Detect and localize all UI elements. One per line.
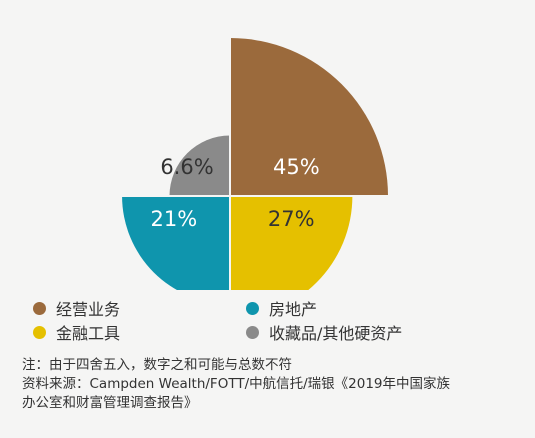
data-label-financial-instruments: 27% xyxy=(268,207,315,231)
slice-real-estate xyxy=(122,196,230,290)
legend-item-collectibles: 收藏品/其他硬资产 xyxy=(246,320,402,344)
data-label-collectibles: 6.6% xyxy=(160,155,213,179)
source-note-line-2: 办公室和财富管理调查报告》 xyxy=(22,395,198,411)
legend-item-real-estate: 房地产 xyxy=(246,296,317,320)
legend-label: 房地产 xyxy=(269,300,318,319)
legend-label: 经营业务 xyxy=(56,300,121,319)
chart-notes: 注：由于四舍五入，数字之和可能与总数不符 资料来源：Campden Wealth… xyxy=(22,356,522,413)
legend-item-operating-business: 经营业务 xyxy=(33,296,120,320)
legend-label: 金融工具 xyxy=(56,324,121,343)
slice-operating-business xyxy=(230,38,388,196)
chart-legend: 经营业务 房地产 金融工具 收藏品/其他硬资产 xyxy=(0,292,535,352)
polar-area-chart: 45% 27% 21% 6.6% xyxy=(122,38,388,290)
slice-financial-instruments xyxy=(230,196,353,290)
legend-dot-icon xyxy=(246,301,259,315)
legend-dot-icon xyxy=(33,325,46,339)
legend-dot-icon xyxy=(33,301,46,315)
rounding-note: 注：由于四舍五入，数字之和可能与总数不符 xyxy=(22,357,292,373)
legend-label: 收藏品/其他硬资产 xyxy=(269,324,403,343)
data-label-real-estate: 21% xyxy=(151,207,198,231)
slice-collectibles xyxy=(169,135,230,196)
legend-dot-icon xyxy=(246,325,259,339)
data-label-operating-business: 45% xyxy=(273,155,320,179)
source-note-line-1: 资料来源：Campden Wealth/FOTT/中航信托/瑞银《2019年中国… xyxy=(22,376,451,392)
chart-area: 45% 27% 21% 6.6% xyxy=(122,38,388,290)
legend-item-financial-instruments: 金融工具 xyxy=(33,320,120,344)
